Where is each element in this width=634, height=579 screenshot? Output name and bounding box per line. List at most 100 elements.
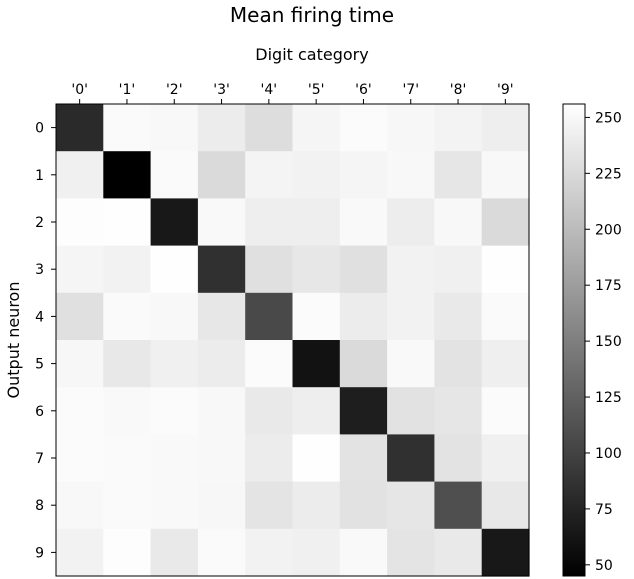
x-axis-label: Digit category <box>255 45 368 64</box>
heatmap-cell <box>103 104 152 152</box>
heatmap-cell <box>339 434 388 483</box>
heatmap-cell <box>387 340 435 388</box>
heatmap-cell <box>339 104 388 152</box>
heatmap-cell <box>481 481 530 530</box>
heatmap-cell <box>56 198 104 247</box>
heatmap-cell <box>150 387 199 435</box>
heatmap-cell <box>292 387 341 435</box>
heatmap-cell <box>150 245 199 294</box>
heatmap-cell <box>339 292 388 341</box>
heatmap-cell <box>292 151 341 199</box>
heatmap-cell <box>387 104 435 152</box>
x-tick-label: '2' <box>166 82 183 98</box>
colorbar-tick-label: 150 <box>595 334 622 350</box>
heatmap-cell <box>245 198 294 247</box>
colorbar-tick-label: 100 <box>595 446 622 462</box>
heatmap-cell <box>292 245 341 294</box>
heatmap-cell <box>292 434 341 483</box>
heatmap-cell <box>56 245 104 294</box>
heatmap-cell <box>103 340 152 388</box>
heatmap-cell <box>434 292 483 341</box>
heatmap-cells <box>56 104 530 577</box>
y-tick-label: 8 <box>35 498 44 514</box>
heatmap-cell <box>245 434 294 483</box>
heatmap-cell <box>56 340 104 388</box>
heatmap-cell <box>434 481 483 530</box>
heatmap-cell <box>481 151 530 199</box>
heatmap-cell <box>150 198 199 247</box>
heatmap-cell <box>387 151 435 199</box>
colorbar-tick-label: 200 <box>595 222 622 238</box>
y-tick-label: 0 <box>35 121 44 137</box>
colorbar-tick-label: 50 <box>595 558 613 574</box>
heatmap-cell <box>197 292 246 341</box>
colorbar-tick-label: 225 <box>595 166 622 182</box>
heatmap-cell <box>339 151 388 199</box>
heatmap-cell <box>339 481 388 530</box>
heatmap-cell <box>103 434 152 483</box>
y-tick-label: 7 <box>35 451 44 467</box>
heatmap-cell <box>339 198 388 247</box>
heatmap-cell <box>245 481 294 530</box>
chart-title: Mean firing time <box>230 3 394 27</box>
heatmap-cell <box>56 481 104 530</box>
heatmap-cell <box>197 481 246 530</box>
x-tick-label: '3' <box>213 82 230 98</box>
heatmap-cell <box>56 387 104 435</box>
colorbar-tick-label: 175 <box>595 278 622 294</box>
heatmap-cell <box>292 198 341 247</box>
y-tick-label: 3 <box>35 262 44 278</box>
heatmap-cell <box>481 434 530 483</box>
y-tick-label: 1 <box>35 168 44 184</box>
heatmap-cell <box>150 528 199 577</box>
heatmap-cell <box>387 528 435 577</box>
y-tick-label: 2 <box>35 215 44 231</box>
heatmap-cell <box>434 151 483 199</box>
heatmap-cell <box>481 387 530 435</box>
heatmap-cell <box>197 434 246 483</box>
heatmap-cell <box>56 151 104 199</box>
heatmap-cell <box>197 387 246 435</box>
heatmap-cell <box>434 528 483 577</box>
heatmap-cell <box>339 245 388 294</box>
heatmap-cell <box>292 104 341 152</box>
heatmap-cell <box>481 292 530 341</box>
heatmap-cell <box>387 387 435 435</box>
y-tick-label: 9 <box>35 545 44 561</box>
x-tick-label: '0' <box>71 82 88 98</box>
heatmap-cell <box>245 340 294 388</box>
heatmap-cell <box>56 292 104 341</box>
heatmap-cell <box>197 245 246 294</box>
heatmap-cell <box>245 104 294 152</box>
heatmap-cell <box>197 528 246 577</box>
heatmap-cell <box>245 151 294 199</box>
heatmap-cell <box>103 151 152 199</box>
heatmap-cell <box>434 387 483 435</box>
colorbar-tick-label: 125 <box>595 390 622 406</box>
heatmap-cell <box>387 245 435 294</box>
heatmap-cell <box>434 104 483 152</box>
heatmap-cell <box>481 245 530 294</box>
heatmap-cell <box>481 104 530 152</box>
x-tick-label: '4' <box>261 82 278 98</box>
colorbar-tick-label: 75 <box>595 502 613 518</box>
heatmap-cell <box>481 340 530 388</box>
heatmap-cell <box>150 104 199 152</box>
heatmap-cell <box>387 292 435 341</box>
heatmap-cell <box>150 340 199 388</box>
heatmap-cell <box>150 292 199 341</box>
heatmap-cell <box>292 292 341 341</box>
heatmap-cell <box>434 198 483 247</box>
x-tick-label: '8' <box>450 82 467 98</box>
heatmap-cell <box>197 198 246 247</box>
heatmap-cell <box>339 387 388 435</box>
colorbar-tick-label: 250 <box>595 110 622 126</box>
y-ticks: 0 1 2 3 4 5 6 7 8 9 <box>35 121 56 561</box>
heatmap-cell <box>387 198 435 247</box>
heatmap-cell <box>103 387 152 435</box>
x-tick-label: '9' <box>497 82 514 98</box>
heatmap-cell <box>481 528 530 577</box>
heatmap-cell <box>197 340 246 388</box>
heatmap-cell <box>292 528 341 577</box>
